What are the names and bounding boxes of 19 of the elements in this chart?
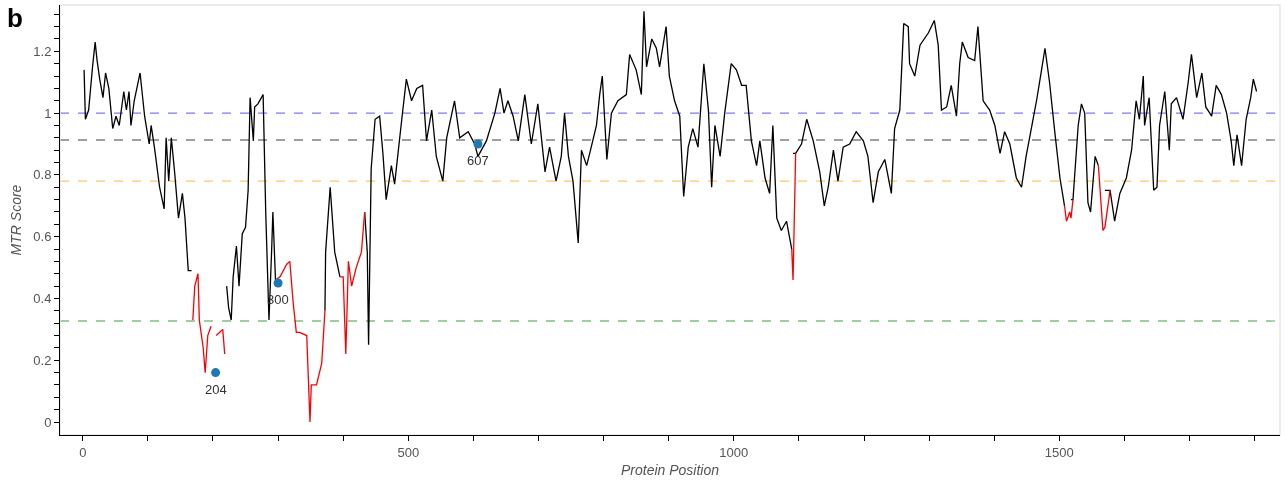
text: b bbox=[7, 3, 23, 33]
y-tick-label: 0 bbox=[44, 414, 52, 430]
x-tick-label: 1000 bbox=[719, 444, 749, 460]
point bbox=[273, 278, 283, 288]
x-tick-label: 1500 bbox=[1044, 444, 1074, 460]
point bbox=[473, 139, 483, 149]
x-axis-title: Protein Position bbox=[620, 461, 720, 478]
y-tick-label: 0.6 bbox=[33, 229, 52, 245]
y-tick-label: 0.8 bbox=[33, 167, 52, 183]
annotation: 204 bbox=[205, 382, 227, 397]
y-tick-label: 0.4 bbox=[33, 291, 52, 307]
y-tick-label: 1.2 bbox=[33, 43, 52, 59]
y-axis-title: MTR Score bbox=[7, 184, 24, 256]
x-tick-label: 0 bbox=[79, 444, 87, 460]
annotation: 607 bbox=[467, 153, 489, 168]
y-tick-label: 1 bbox=[44, 105, 52, 121]
y-tick-label: 0.2 bbox=[33, 352, 52, 368]
point bbox=[211, 368, 221, 378]
x-tick-label: 500 bbox=[397, 444, 420, 460]
